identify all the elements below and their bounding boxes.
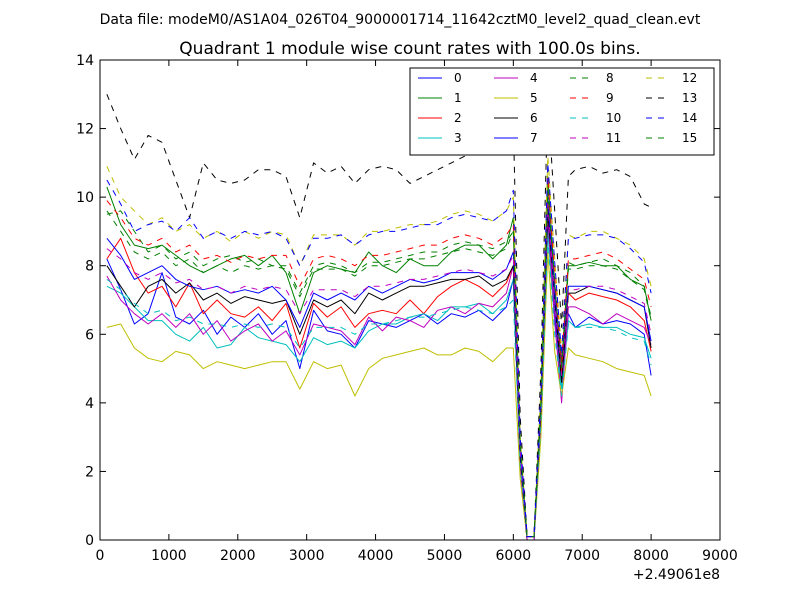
legend-label-5: 5 [530,91,538,105]
x-tick-label: 1000 [151,548,187,564]
legend-label-7: 7 [530,131,538,145]
y-tick-label: 4 [85,396,94,412]
x-tick-label: 4000 [358,548,394,564]
x-tick-label: 9000 [702,548,738,564]
legend-label-12: 12 [682,71,697,85]
legend-label-9: 9 [606,91,614,105]
y-tick-label: 12 [76,122,94,138]
chart-title: Quadrant 1 module wise count rates with … [179,39,640,59]
series-line-4 [106,217,652,541]
y-tick-label: 10 [76,190,94,206]
y-tick-label: 6 [85,327,94,343]
series-line-9 [106,176,652,538]
legend-label-2: 2 [454,111,462,125]
y-tick-label: 14 [76,53,94,69]
legend-label-3: 3 [454,131,462,145]
x-tick-label: 2000 [220,548,256,564]
legend-label-0: 0 [454,71,462,85]
legend-label-10: 10 [606,111,621,125]
legend-box [409,67,715,156]
legend-label-15: 15 [682,131,697,145]
series-line-15 [106,189,652,538]
series-line-11 [106,203,652,541]
x-tick-label: 0 [96,548,105,564]
series-line-6 [106,210,652,541]
series-line-13 [106,94,652,538]
y-tick-label: 8 [85,259,94,275]
legend-label-4: 4 [530,71,538,85]
series-line-10 [106,237,652,541]
series-layer [106,94,652,541]
x-axis: 0 1000 2000 3000 4000 5000 6000 7000 8000 9000 [96,60,738,564]
x-tick-label: 7000 [564,548,600,564]
x-offset-label: +2.49061e8 [633,567,720,583]
legend-label-8: 8 [606,71,614,85]
x-tick-label: 3000 [289,548,325,564]
x-tick-label: 6000 [496,548,532,564]
legend-label-11: 11 [606,131,621,145]
legend-label-14: 14 [682,111,697,125]
series-line-14 [106,162,652,538]
y-tick-label: 2 [85,464,94,480]
x-tick-label: 8000 [633,548,669,564]
plot-frame [99,59,721,541]
figure-suptitle: Data file: modeM0/AS1A04_026T04_90000017… [100,12,701,28]
legend-label-13: 13 [682,91,697,105]
x-tick-label: 5000 [427,548,463,564]
y-tick-label: 0 [85,533,94,549]
legend-label-1: 1 [454,91,462,105]
series-line-5 [106,251,652,541]
legend-label-6: 6 [530,111,538,125]
